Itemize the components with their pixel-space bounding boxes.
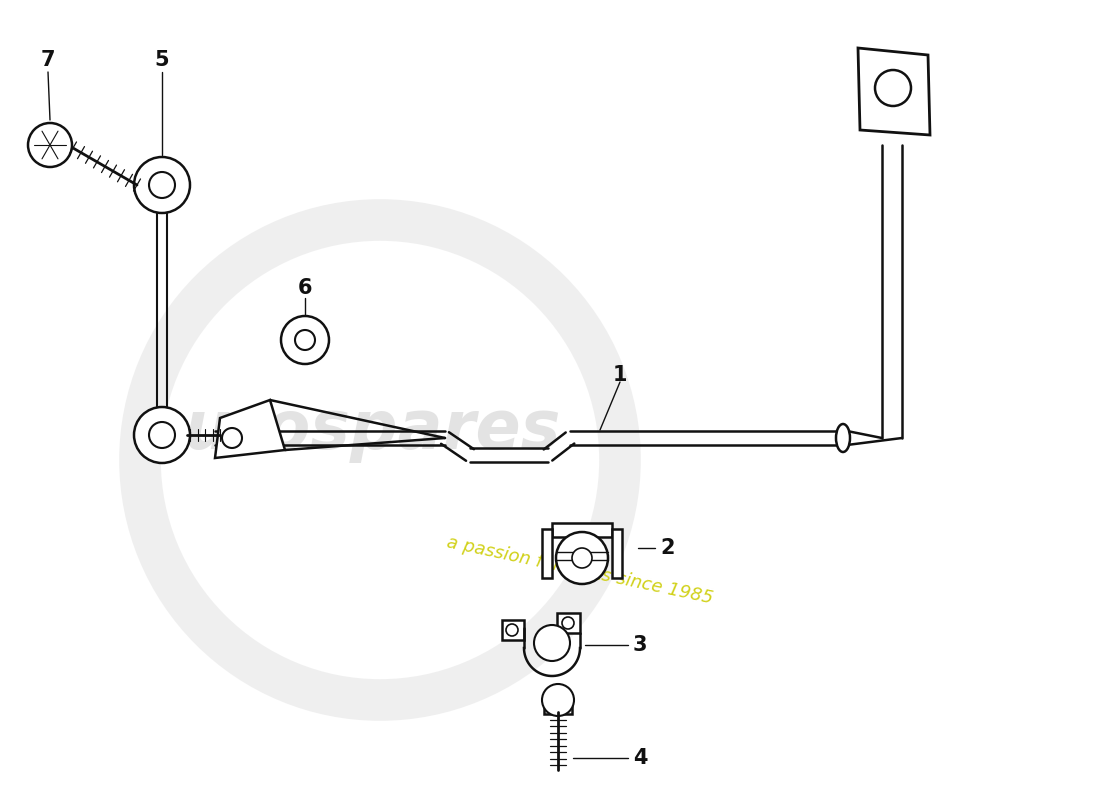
Circle shape [148, 172, 175, 198]
Circle shape [295, 330, 315, 350]
Circle shape [556, 532, 608, 584]
Circle shape [534, 625, 570, 661]
Circle shape [562, 617, 574, 629]
Text: 5: 5 [155, 50, 169, 70]
Polygon shape [858, 48, 930, 135]
Polygon shape [557, 613, 580, 633]
Circle shape [148, 422, 175, 448]
Circle shape [506, 624, 518, 636]
Polygon shape [214, 400, 285, 458]
Ellipse shape [836, 424, 850, 452]
Text: 6: 6 [298, 278, 312, 298]
Polygon shape [544, 700, 572, 714]
Circle shape [134, 157, 190, 213]
Text: 3: 3 [632, 635, 647, 655]
Circle shape [874, 70, 911, 106]
Text: 4: 4 [632, 748, 647, 768]
Circle shape [28, 123, 72, 167]
Circle shape [280, 316, 329, 364]
Polygon shape [552, 522, 612, 537]
Circle shape [542, 684, 574, 716]
Polygon shape [542, 529, 552, 578]
Text: 7: 7 [41, 50, 55, 70]
Text: 1: 1 [613, 365, 627, 385]
Circle shape [572, 548, 592, 568]
Polygon shape [612, 529, 621, 578]
Polygon shape [502, 620, 524, 640]
Circle shape [222, 428, 242, 448]
Text: eurospares: eurospares [140, 397, 561, 463]
Circle shape [134, 407, 190, 463]
Text: 2: 2 [661, 538, 675, 558]
Text: a passion for parts since 1985: a passion for parts since 1985 [446, 533, 715, 607]
